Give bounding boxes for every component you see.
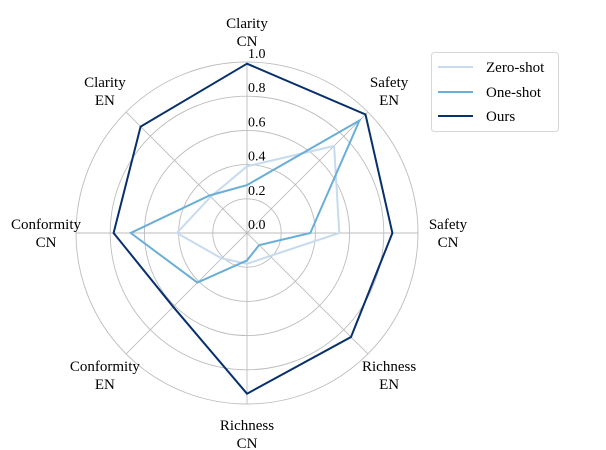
axis-label-line1: Safety (429, 217, 468, 233)
axis-label-line2: CN (237, 436, 258, 450)
grid-spoke (125, 232, 248, 355)
axis-label: Clarity CN (226, 16, 268, 50)
r-tick-label: 0.0 (248, 218, 266, 233)
axis-label-line1: Clarity (226, 16, 268, 32)
axis-label-line1: Conformity (11, 217, 81, 233)
axis-label-line2: EN (379, 377, 399, 393)
axis-label-line2: EN (379, 93, 399, 109)
legend-label: Zero-shot (486, 60, 545, 76)
axis-label-line1: Safety (370, 75, 409, 91)
axis-label-line1: Richness (220, 418, 274, 434)
axis-label-line2: CN (438, 235, 459, 251)
axis-label: Clarity EN (84, 75, 126, 109)
grid-spoke (125, 111, 248, 234)
axis-label: Safety EN (370, 75, 409, 109)
axis-label-line2: EN (95, 93, 115, 109)
series-line-one-shot (128, 118, 362, 284)
axis-label-line2: CN (237, 34, 258, 50)
axis-label-line1: Conformity (70, 359, 140, 375)
legend: Zero-shot One-shot Ours (431, 52, 559, 132)
r-tick-label: 1.0 (248, 47, 266, 62)
radial-tick-labels: 0.0 0.2 0.4 0.6 0.8 1.0 (248, 47, 266, 233)
axis-label: Conformity EN (70, 359, 140, 393)
grid-spoke (246, 232, 369, 355)
series-line-ours (112, 62, 394, 395)
r-tick-label: 0.6 (248, 115, 266, 130)
grid-spoke (246, 111, 369, 234)
axis-label: Safety CN (429, 217, 468, 251)
axis-label: Richness EN (362, 359, 416, 393)
legend-box (431, 52, 559, 132)
grid (75, 61, 419, 405)
axis-label-line2: EN (95, 377, 115, 393)
legend-label: One-shot (486, 85, 542, 101)
axis-label-line1: Clarity (84, 75, 126, 91)
axis-label: Richness CN (220, 418, 274, 450)
axis-label-line1: Richness (362, 359, 416, 375)
r-tick-label: 0.2 (248, 184, 266, 199)
axis-label: Conformity CN (11, 217, 81, 251)
axis-labels: Clarity CN Safety EN Safety CN Richness EN R… (11, 16, 468, 450)
series-layer (112, 62, 394, 395)
r-tick-label: 0.4 (248, 150, 266, 165)
legend-label: Ours (486, 109, 515, 125)
r-tick-label: 0.8 (248, 81, 266, 96)
axis-label-line2: CN (36, 235, 57, 251)
